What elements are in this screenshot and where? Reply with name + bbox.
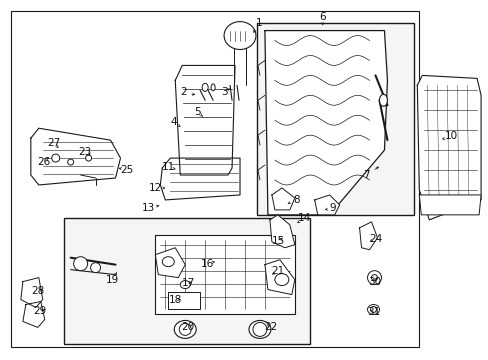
Ellipse shape [274, 274, 288, 285]
Text: 18: 18 [168, 294, 182, 305]
Text: 16: 16 [200, 259, 213, 269]
Text: 13: 13 [142, 203, 155, 213]
Text: 8: 8 [293, 195, 300, 205]
Text: 25: 25 [120, 165, 133, 175]
Polygon shape [155, 248, 185, 278]
Text: 11: 11 [162, 162, 175, 172]
Text: 7: 7 [363, 170, 369, 180]
Circle shape [370, 306, 376, 312]
Bar [168, 292, 200, 310]
Text: 17: 17 [181, 278, 194, 288]
Polygon shape [419, 195, 480, 215]
Bar [256, 23, 413, 215]
Text: 10: 10 [444, 131, 457, 141]
Ellipse shape [174, 320, 196, 338]
Ellipse shape [162, 257, 174, 267]
Polygon shape [314, 195, 339, 215]
Text: 21: 21 [271, 266, 284, 276]
Text: 27: 27 [47, 138, 60, 148]
Ellipse shape [367, 305, 379, 315]
Polygon shape [160, 158, 240, 200]
Text: 9: 9 [329, 203, 335, 213]
Circle shape [85, 155, 91, 161]
Circle shape [74, 257, 87, 271]
Polygon shape [31, 128, 120, 185]
Text: 12: 12 [148, 183, 162, 193]
Ellipse shape [202, 84, 208, 91]
Bar [11, 11, 419, 347]
Polygon shape [175, 66, 235, 175]
Bar [155, 235, 294, 315]
Text: 26: 26 [37, 157, 50, 167]
Text: 15: 15 [272, 236, 285, 246]
Text: 6: 6 [319, 12, 325, 22]
Circle shape [371, 275, 377, 280]
Text: 28: 28 [31, 285, 44, 296]
Text: 30: 30 [367, 276, 380, 287]
Circle shape [90, 263, 101, 273]
Ellipse shape [224, 22, 255, 50]
Text: 1: 1 [255, 18, 262, 28]
Circle shape [367, 271, 381, 285]
Text: 24: 24 [368, 234, 381, 244]
Circle shape [252, 323, 266, 336]
Text: 19: 19 [106, 275, 119, 285]
Circle shape [67, 159, 74, 165]
Circle shape [179, 323, 191, 336]
Polygon shape [21, 278, 42, 307]
Text: 22: 22 [264, 323, 277, 332]
Ellipse shape [248, 320, 270, 338]
Text: 14: 14 [298, 213, 311, 223]
Text: 4: 4 [170, 117, 176, 127]
Text: 20: 20 [181, 323, 194, 332]
Polygon shape [264, 31, 386, 215]
Text: 5: 5 [193, 107, 200, 117]
Text: 3: 3 [220, 87, 227, 97]
Polygon shape [359, 222, 377, 250]
Polygon shape [271, 188, 294, 210]
Circle shape [52, 154, 60, 162]
Text: 31: 31 [366, 307, 379, 318]
Text: 29: 29 [33, 306, 46, 316]
Polygon shape [416, 75, 480, 220]
Polygon shape [23, 302, 45, 328]
Text: 23: 23 [78, 147, 91, 157]
Bar [63, 218, 309, 345]
Ellipse shape [180, 280, 190, 289]
Text: 2: 2 [180, 87, 186, 97]
Polygon shape [264, 260, 294, 294]
Ellipse shape [379, 94, 386, 106]
Ellipse shape [211, 84, 215, 91]
Polygon shape [269, 215, 294, 248]
